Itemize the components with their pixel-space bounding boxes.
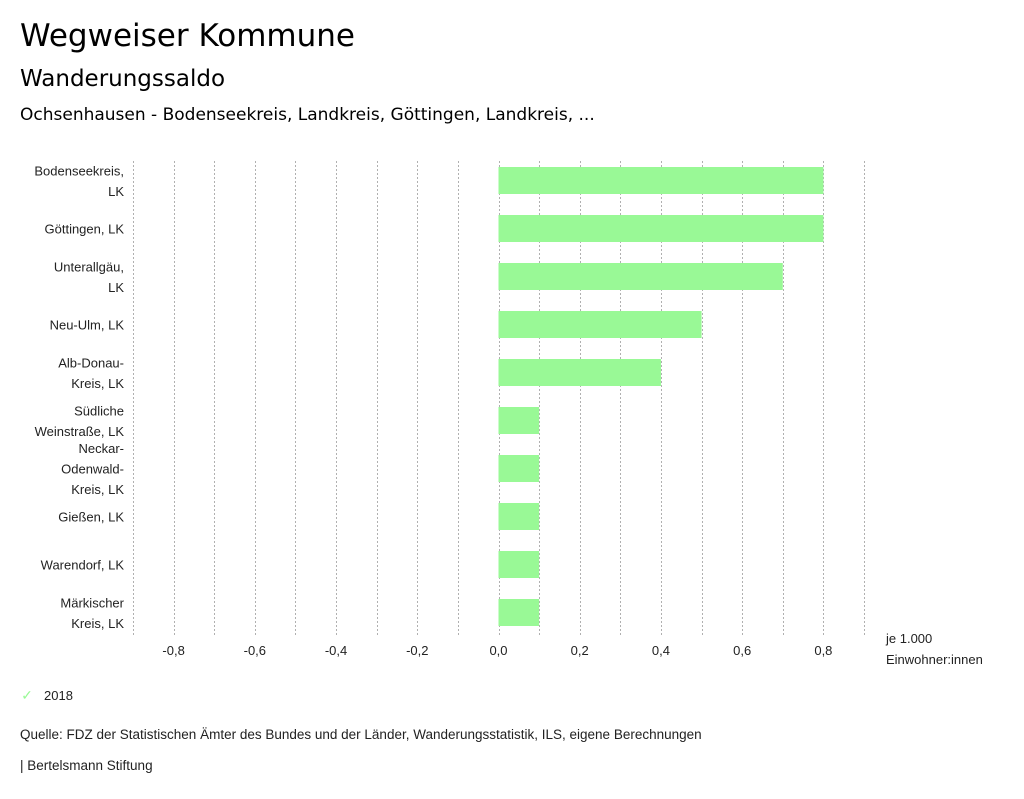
legend-label-2018: 2018: [44, 688, 73, 703]
app-title: Wegweiser Kommune: [20, 18, 355, 54]
bar[interactable]: [498, 503, 540, 530]
category-label: Neckar-: [78, 441, 124, 456]
bar[interactable]: [498, 263, 783, 290]
category-label: Kreis, LK: [71, 482, 124, 497]
category-label: Alb-Donau-: [58, 355, 124, 370]
category-label: Göttingen, LK: [45, 222, 125, 237]
category-labels: Bodenseekreis, LK Göttingen, LK Unterallgäu…: [34, 163, 124, 631]
bar-chart: Bodenseekreis, LK Göttingen, LK Unterallgäu…: [34, 161, 983, 667]
check-icon[interactable]: ✓: [21, 687, 33, 703]
bar[interactable]: [498, 455, 540, 482]
x-tick-label: -0,2: [406, 643, 428, 658]
bars: [498, 167, 824, 626]
category-label: Kreis, LK: [71, 376, 124, 391]
bar[interactable]: [498, 167, 824, 194]
x-tick-label: 0,6: [733, 643, 751, 658]
category-label: Warendorf, LK: [41, 558, 125, 573]
bar[interactable]: [498, 407, 540, 434]
x-tick-label: 0,4: [652, 643, 670, 658]
x-tick-label: 0,2: [571, 643, 589, 658]
category-label: Unterallgäu,: [54, 259, 124, 274]
category-label: Südliche: [74, 403, 124, 418]
x-axis-unit-line-2: Einwohner:innen: [886, 652, 983, 667]
category-label: Neu-Ulm, LK: [50, 318, 125, 333]
bar[interactable]: [498, 311, 702, 338]
category-label: Kreis, LK: [71, 616, 124, 631]
category-label: LK: [108, 184, 124, 199]
bar[interactable]: [498, 359, 661, 386]
category-label: Odenwald-: [61, 462, 124, 477]
x-tick-labels: -0,8 -0,6 -0,4 -0,2 0,0 0,2 0,4 0,6 0,8: [162, 643, 832, 658]
category-label: Gießen, LK: [58, 510, 124, 525]
bar[interactable]: [498, 215, 824, 242]
bar[interactable]: [498, 599, 540, 626]
legend[interactable]: ✓ 2018: [20, 687, 73, 704]
x-tick-label: 0,8: [814, 643, 832, 658]
x-tick-label: 0,0: [489, 643, 507, 658]
grid-lines: [133, 161, 865, 636]
category-label: Bodenseekreis,: [34, 163, 124, 178]
x-tick-label: -0,8: [162, 643, 184, 658]
category-label: Märkischer: [60, 595, 124, 610]
selection-summary[interactable]: Ochsenhausen - Bodenseekreis, Landkreis,…: [20, 105, 595, 125]
category-label: Weinstraße, LK: [35, 424, 125, 439]
x-tick-label: -0,6: [244, 643, 266, 658]
source-note: Quelle: FDZ der Statistischen Ämter des …: [20, 727, 702, 742]
category-label: LK: [108, 280, 124, 295]
brand-credit: | Bertelsmann Stiftung: [20, 758, 153, 773]
chart-subtitle: Wanderungssaldo: [20, 66, 226, 92]
x-axis-unit-line-1: je 1.000: [885, 631, 932, 646]
bar[interactable]: [498, 551, 540, 578]
x-tick-label: -0,4: [325, 643, 347, 658]
